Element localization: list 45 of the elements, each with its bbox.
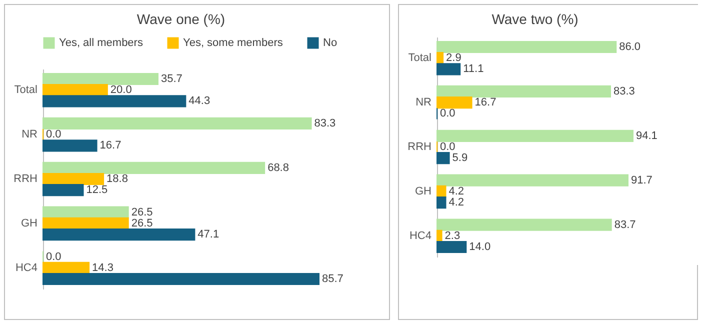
data-label: 4.2 [448,185,464,198]
data-label: 26.5 [131,206,153,218]
data-label: 12.5 [86,184,108,196]
data-label: 94.1 [636,130,658,142]
data-label: 18.8 [106,173,128,185]
y-tick-label: RRH [408,141,432,153]
data-label: 0.0 [46,250,62,263]
y-tick-label: RRH [14,173,38,185]
data-label: 83.3 [314,117,336,130]
data-label: 26.5 [131,217,153,230]
data-label: 20.0 [110,84,132,96]
data-label: 5.9 [452,152,468,164]
data-label: 83.7 [614,218,636,231]
data-label: 44.3 [188,95,210,108]
data-label: 83.3 [614,85,635,98]
data-label: 14.0 [469,241,491,253]
data-label: 0.0 [440,108,456,120]
legend-label: Yes, some members [183,37,284,49]
y-tick-label: Total [408,52,432,64]
y-tick-label: HC4 [409,230,432,242]
data-label: 86.0 [619,41,641,53]
data-label: 16.7 [474,96,496,109]
chart-title: Wave two (%) [492,11,578,27]
data-label: 35.7 [160,73,182,85]
data-label: 14.3 [92,262,114,274]
legend-label: No [323,37,338,49]
legend-label: Yes, all members [59,37,144,49]
y-tick-label: GH [415,185,432,198]
y-tick-label: Total [14,84,38,96]
y-tick-label: GH [21,217,38,230]
data-label: 11.1 [463,63,484,76]
data-label: 16.7 [100,140,122,152]
data-label: 2.9 [446,52,462,64]
chart-title: Wave one (%) [136,11,226,27]
data-label: 91.7 [631,174,652,186]
y-tick-label: NR [416,96,432,109]
data-label: 47.1 [198,228,220,241]
data-label: 0.0 [440,141,456,153]
data-label: 0.0 [46,128,62,141]
y-tick-label: HC4 [15,262,38,274]
data-label: 85.7 [322,273,344,285]
data-label: 4.2 [448,196,464,209]
data-label: 68.8 [268,162,289,174]
data-label: 2.3 [444,230,460,242]
y-tick-label: NR [22,128,38,141]
